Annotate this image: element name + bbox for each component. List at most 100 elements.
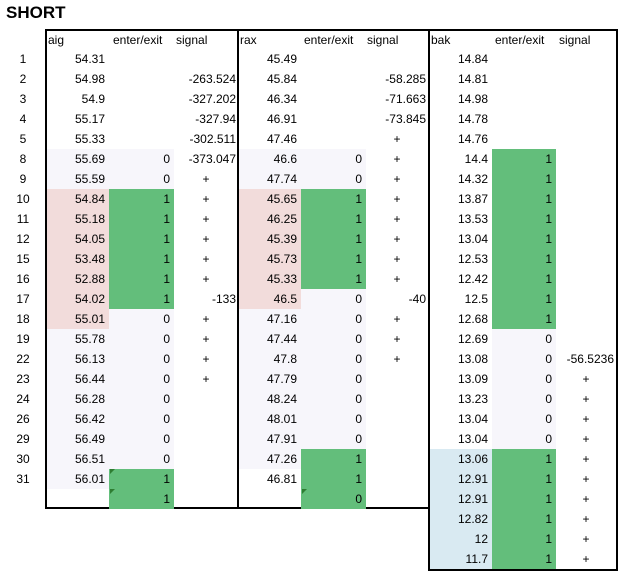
rax-signal-cell: [366, 369, 428, 389]
bak-enter-exit-cell: [492, 109, 556, 129]
aig-price-cell: 54.84: [47, 189, 109, 209]
bak-signal-cell: [556, 309, 616, 329]
rax-enter-exit-cell: 0: [301, 389, 366, 409]
rax-enter-exit-cell: [301, 69, 366, 89]
rax-enter-exit-cell: 1: [301, 449, 366, 469]
aig-price-cell: 55.69: [47, 149, 109, 169]
bak-signal-cell: +: [582, 452, 590, 466]
bak-signal-cell: +: [582, 552, 590, 566]
bak-price-cell: 14.84: [457, 52, 488, 66]
aig-signal-cell: +: [202, 312, 210, 326]
aig-enter-exit-cell: [109, 109, 174, 129]
aig-price-cell: 52.88: [47, 269, 109, 289]
cell-error-indicator-icon: [302, 489, 307, 494]
rax-header-signal: signal: [367, 33, 399, 47]
bak-price-cell: 13.53: [457, 212, 488, 226]
row-label: 26: [16, 412, 30, 426]
aig-price-cell: 55.33: [74, 132, 105, 146]
bak-header-signal: signal: [559, 33, 591, 47]
bak-price-cell: 14.4: [464, 152, 488, 166]
rax-price-cell: 47.44: [239, 329, 301, 349]
rax-enter-exit-cell: 0: [301, 489, 366, 509]
bak-signal-cell: +: [582, 532, 590, 546]
aig-signal-cell: -302.511: [189, 132, 236, 146]
aig-enter-exit-cell: 0: [109, 389, 174, 409]
bak-enter-exit-cell: 1: [492, 269, 556, 289]
aig-price-cell: 54.31: [74, 52, 105, 66]
aig-signal-cell: +: [202, 352, 210, 366]
rax-signal-cell: [366, 449, 428, 469]
bak-signal-cell: [556, 69, 616, 89]
bak-price-cell: 12.68: [457, 312, 488, 326]
bak-signal-cell: [556, 269, 616, 289]
aig-signal-cell: [174, 389, 238, 409]
bak-enter-exit-cell: 1: [492, 209, 556, 229]
aig-signal-cell: -327.94: [195, 112, 236, 126]
bak-signal-cell: [556, 109, 616, 129]
aig-enter-exit-cell: 0: [109, 409, 174, 429]
aig-signal-cell: -263.524: [188, 72, 236, 86]
rax-signal-cell: [366, 469, 428, 489]
rax-enter-exit-cell: 0: [301, 349, 366, 369]
rax-signal-cell: +: [393, 312, 401, 326]
aig-enter-exit-cell: 0: [109, 369, 174, 389]
bak-signal-cell: [556, 289, 616, 309]
cell-error-indicator-icon: [110, 489, 115, 494]
aig-price-cell: 54.05: [47, 229, 109, 249]
row-label: 31: [16, 472, 30, 486]
rax-enter-exit-cell: 0: [301, 329, 366, 349]
aig-signal-cell: +: [202, 232, 210, 246]
row-label: 29: [16, 432, 30, 446]
bak-price-cell: 12.42: [457, 272, 488, 286]
rax-signal-cell: +: [393, 352, 401, 366]
rax-signal-cell: -71.663: [385, 92, 426, 106]
aig-signal-cell: [174, 49, 238, 69]
rax-header-name: rax: [240, 33, 257, 47]
aig-enter-exit-cell: 0: [109, 309, 174, 329]
bak-signal-cell: [556, 149, 616, 169]
rax-enter-exit-cell: 1: [301, 469, 366, 489]
bak-price-cell: 12.53: [457, 252, 488, 266]
aig-header-signal: signal: [176, 33, 208, 47]
rax-enter-exit-cell: 0: [301, 149, 366, 169]
bak-price-cell: 13.06: [430, 449, 492, 469]
rax-price-cell: [239, 489, 301, 509]
aig-price-cell: 53.48: [47, 249, 109, 269]
row-label: 5: [19, 132, 27, 146]
bak-signal-cell: [556, 89, 616, 109]
aig-enter-exit-cell: 1: [109, 209, 174, 229]
rax-price-cell: 46.34: [266, 92, 297, 106]
bak-signal-cell: [556, 169, 616, 189]
row-label: 24: [16, 392, 30, 406]
rax-signal-cell: [366, 429, 428, 449]
rax-price-cell: 46.81: [266, 472, 297, 486]
sheet-title: SHORT: [6, 3, 66, 22]
aig-signal-cell: [174, 409, 238, 429]
bak-enter-exit-cell: 1: [492, 289, 556, 309]
rax-price-cell: 46.91: [266, 112, 297, 126]
aig-header-name: aig: [48, 33, 65, 47]
aig-enter-exit-cell: 1: [109, 229, 174, 249]
rax-enter-exit-cell: [301, 109, 366, 129]
aig-signal-cell: -373.047: [188, 152, 236, 166]
row-label: 8: [19, 152, 27, 166]
aig-signal-cell: +: [202, 172, 210, 186]
row-label: 19: [16, 332, 30, 346]
bak-enter-exit-cell: [492, 129, 556, 149]
rax-enter-exit-cell: [301, 49, 366, 69]
aig-price-cell: 56.13: [47, 349, 109, 369]
aig-price-cell: 54.98: [74, 72, 105, 86]
bak-signal-cell: [556, 249, 616, 269]
rax-price-cell: 48.01: [239, 409, 301, 429]
aig-enter-exit-cell: 0: [109, 169, 174, 189]
rax-price-cell: 47.26: [239, 449, 301, 469]
bak-enter-exit-cell: 1: [492, 549, 556, 569]
aig-enter-exit-cell: 1: [109, 289, 174, 309]
aig-enter-exit-cell: [109, 89, 174, 109]
aig-price-cell: 56.44: [47, 369, 109, 389]
bak-signal-cell: [556, 209, 616, 229]
aig-price-cell: 56.51: [47, 449, 109, 469]
rax-signal-cell: -40: [408, 292, 426, 306]
bak-price-cell: 12.69: [457, 332, 488, 346]
aig-price-cell: 56.49: [47, 429, 109, 449]
